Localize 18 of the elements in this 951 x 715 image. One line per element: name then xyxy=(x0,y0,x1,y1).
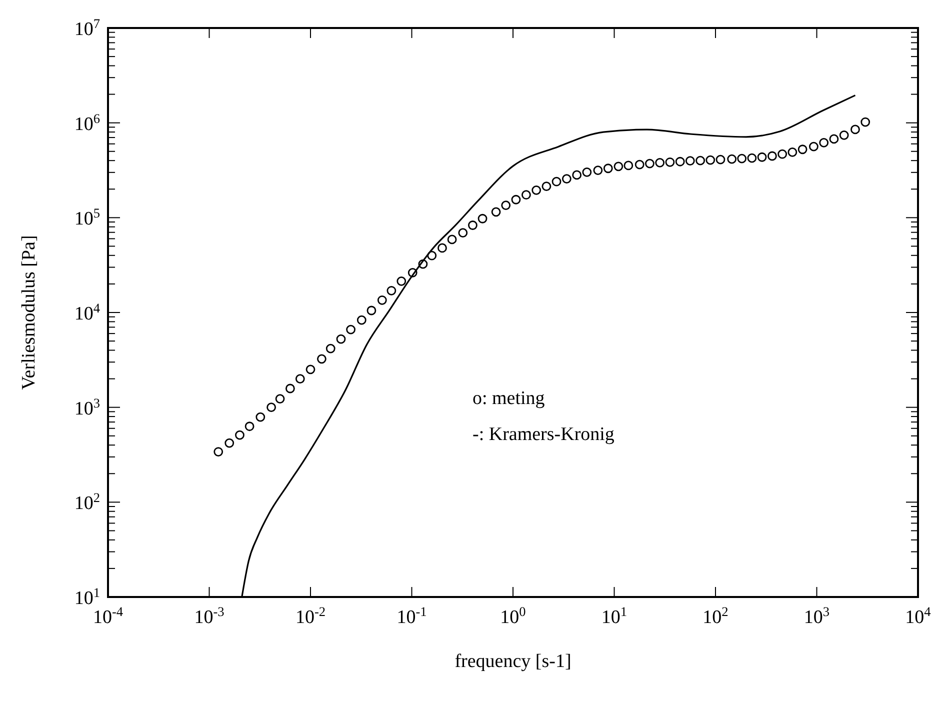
y-tick-label: 10$^{2}$ xyxy=(74,490,100,514)
y-axis-title: Verliesmodulus [Pa] xyxy=(18,235,40,390)
y-tick-label: 10$^{3}$ xyxy=(74,394,100,420)
x-tick-label: 10$^{3}$ xyxy=(804,604,830,628)
x-tick-label: 10$^{2}$ xyxy=(702,604,728,628)
x-tick-label: 10$^{4}$ xyxy=(905,604,932,628)
y-tick-label: 10$^{6}$ xyxy=(74,110,100,135)
x-tick-label: 10$^{1}$ xyxy=(601,604,628,628)
y-tick-label: 10$^{4}$ xyxy=(74,300,100,324)
y-tick-label: 10$^{7}$ xyxy=(74,16,100,40)
x-tick-label: 10$^{0}$ xyxy=(500,604,526,628)
annotation: -: Kramers-Kronig xyxy=(472,422,614,447)
y-tick-label: 10$^{5}$ xyxy=(74,205,100,230)
x-tick-label: 10$^{-3}$ xyxy=(194,604,225,628)
x-tick-label: 10$^{-2}$ xyxy=(295,604,326,628)
annotation: o: meting xyxy=(472,386,546,411)
x-tick-label: 10$^{-1}$ xyxy=(396,604,427,628)
x-axis-title: frequency [s-1] xyxy=(454,651,572,672)
